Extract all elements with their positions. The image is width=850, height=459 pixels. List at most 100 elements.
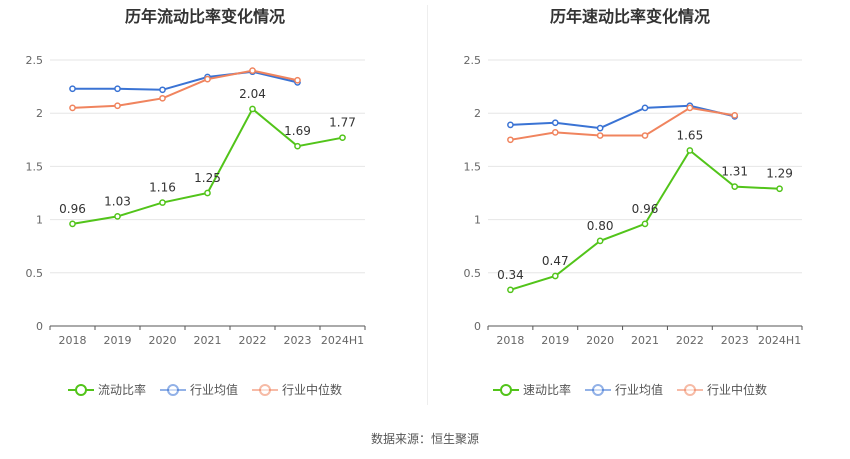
y-tick-label: 2 <box>474 107 481 120</box>
x-tick-label: 2023 <box>284 334 312 347</box>
data-point <box>731 183 739 190</box>
legend-marker-icon <box>252 383 278 396</box>
data-point <box>551 272 559 280</box>
legend-item[interactable]: 行业均值 <box>159 381 238 398</box>
data-label: 0.47 <box>542 254 569 268</box>
series-line-1 <box>510 104 735 130</box>
y-tick-label: 0.5 <box>464 267 482 280</box>
data-point <box>69 85 76 93</box>
x-tick-label: 2024H1 <box>758 334 801 347</box>
legend-item[interactable]: 流动比率 <box>67 381 146 398</box>
data-point <box>641 104 649 112</box>
data-point <box>551 119 559 127</box>
y-tick-label: 1 <box>36 214 43 227</box>
data-point <box>249 105 256 113</box>
x-tick-label: 2019 <box>104 334 132 347</box>
data-label: 1.29 <box>766 167 793 181</box>
data-point <box>641 220 649 228</box>
legend-item[interactable]: 行业中位数 <box>677 381 767 398</box>
data-point <box>159 199 166 206</box>
legend-item[interactable]: 行业均值 <box>584 381 663 398</box>
x-tick-label: 2023 <box>721 334 749 347</box>
data-point <box>249 67 256 74</box>
data-label: 0.96 <box>632 202 659 216</box>
data-label: 1.31 <box>721 165 748 179</box>
data-point <box>731 111 739 119</box>
chart-title: 历年流动比率变化情况 <box>124 7 285 26</box>
y-tick-label: 1.5 <box>464 160 482 173</box>
data-point <box>551 129 559 136</box>
data-label: 0.96 <box>59 202 86 216</box>
data-point <box>204 75 211 83</box>
data-point <box>641 132 649 139</box>
legend-marker-icon <box>584 383 611 396</box>
y-tick-label: 2.5 <box>464 54 482 67</box>
y-tick-label: 0 <box>36 320 43 333</box>
data-point <box>69 220 76 228</box>
chart-title: 历年速动比率变化情况 <box>549 7 710 26</box>
data-source-footer: 数据来源：恒生聚源 <box>370 432 479 446</box>
data-point <box>114 213 121 220</box>
data-point <box>507 286 514 294</box>
chart-legend: 流动比率 行业均值 行业中位数 <box>0 381 410 398</box>
data-point <box>159 94 166 102</box>
x-tick-label: 2020 <box>149 334 177 347</box>
x-tick-label: 2020 <box>586 334 614 347</box>
y-tick-label: 0.5 <box>26 267 44 280</box>
y-tick-label: 0 <box>474 320 481 333</box>
data-point <box>294 142 301 150</box>
x-tick-label: 2018 <box>496 334 524 347</box>
data-point <box>596 132 604 139</box>
data-label: 1.65 <box>676 128 703 142</box>
y-tick-label: 2.5 <box>26 54 44 67</box>
data-label: 0.34 <box>497 268 524 282</box>
data-label: 1.25 <box>194 171 221 185</box>
series-line-1 <box>72 70 298 91</box>
legend-marker-icon <box>67 383 94 396</box>
data-label: 1.03 <box>104 194 131 208</box>
legend-label: 行业均值 <box>614 383 663 397</box>
data-label: 2.04 <box>239 87 266 101</box>
data-point <box>159 86 166 94</box>
data-point <box>596 237 604 245</box>
legend-marker-icon <box>677 383 703 396</box>
chart-legend: 速动比率 行业均值 行业中位数 <box>425 381 835 398</box>
current-ratio-chart: 0 0.5 1 1.5 2 2.5 2018 2019 2020 2021 2022 2023 2024… <box>26 54 366 347</box>
x-tick-label: 2021 <box>194 334 222 347</box>
data-label: 0.80 <box>587 219 614 233</box>
x-tick-label: 2021 <box>631 334 659 347</box>
data-point <box>596 124 604 132</box>
data-point <box>507 121 514 129</box>
y-tick-label: 1.5 <box>26 160 44 173</box>
legend-label: 速动比率 <box>522 383 571 397</box>
y-tick-label: 1 <box>474 214 481 227</box>
data-point <box>294 76 301 84</box>
x-tick-label: 2022 <box>676 334 704 347</box>
quick-ratio-panel: 历年速动比率变化情况 0 0.5 1 1.5 2 2.5 2018 2019 2020 2021 2… <box>425 0 850 420</box>
legend-item[interactable]: 行业中位数 <box>252 381 342 398</box>
legend-item[interactable]: 速动比率 <box>492 381 571 398</box>
data-point <box>114 85 121 93</box>
x-tick-label: 2018 <box>59 334 87 347</box>
data-point <box>686 104 694 112</box>
current-ratio-panel: 历年流动比率变化情况 0 0.5 1 1.5 2 2.5 2018 2019 2020 2021 2… <box>0 0 425 420</box>
y-tick-label: 2 <box>36 107 43 120</box>
data-label: 1.16 <box>149 181 176 195</box>
data-point <box>69 104 76 112</box>
data-point <box>204 189 211 197</box>
legend-marker-icon <box>492 383 519 396</box>
legend-label: 行业中位数 <box>707 383 768 397</box>
x-tick-label: 2019 <box>541 334 569 347</box>
legend-label: 行业均值 <box>189 383 238 397</box>
data-label: 1.77 <box>329 116 356 130</box>
series-line-2 <box>510 106 735 141</box>
data-point <box>776 185 783 193</box>
panel-divider <box>427 5 428 405</box>
legend-label: 行业中位数 <box>282 383 343 397</box>
legend-marker-icon <box>159 383 186 396</box>
x-tick-label: 2022 <box>239 334 267 347</box>
quick-ratio-chart: 0 0.5 1 1.5 2 2.5 2018 2019 2020 2021 2022 2023 2024… <box>464 54 803 347</box>
data-point <box>114 102 121 110</box>
data-point <box>686 147 694 154</box>
x-tick-label: 2024H1 <box>321 334 364 347</box>
